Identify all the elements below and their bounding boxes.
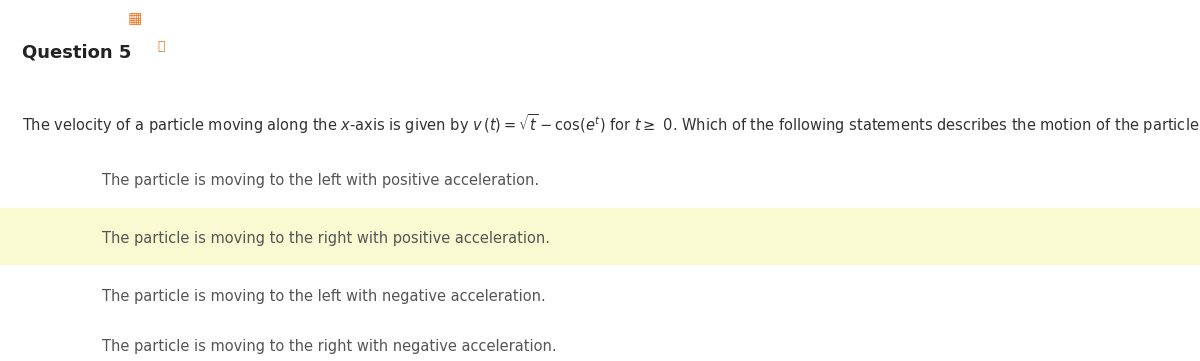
Text: The particle is moving to the right with negative acceleration.: The particle is moving to the right with… (102, 339, 557, 354)
Text: Question 5: Question 5 (22, 43, 131, 61)
Text: 🔖: 🔖 (157, 40, 164, 53)
Text: The particle is moving to the left with negative acceleration.: The particle is moving to the left with … (102, 288, 546, 304)
Text: The particle is moving to the left with positive acceleration.: The particle is moving to the left with … (102, 173, 539, 188)
Text: ▦: ▦ (127, 11, 142, 26)
Text: The velocity of a particle moving along the $x$-axis is given by $v\,(t) = \sqrt: The velocity of a particle moving along … (22, 112, 1200, 136)
FancyBboxPatch shape (0, 208, 1200, 265)
Text: The particle is moving to the right with positive acceleration.: The particle is moving to the right with… (102, 231, 550, 246)
